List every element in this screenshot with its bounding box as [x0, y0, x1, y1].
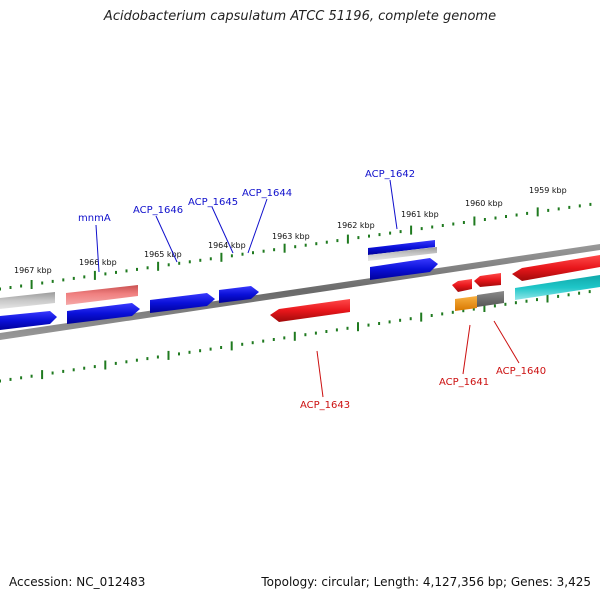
gene-label-acp-1645[interactable]: ACP_1645 — [188, 197, 238, 208]
gene-blue-arrow[interactable] — [67, 303, 140, 324]
genome-title: Acidobacterium capsulatum ATCC 51196, co… — [103, 9, 497, 24]
gene-orange[interactable] — [455, 296, 477, 311]
inner-ruler — [0, 290, 591, 383]
gene-red-arrow[interactable] — [512, 255, 600, 281]
ruler-label: 1967 kbp — [14, 266, 52, 275]
gene-label-acp-1643[interactable]: ACP_1643 — [300, 400, 350, 411]
ruler-label: 1959 kbp — [529, 186, 567, 195]
outer-ruler — [0, 202, 592, 291]
gene-label-acp-1644[interactable]: ACP_1644 — [242, 188, 292, 199]
reverse-genes — [270, 255, 600, 322]
ruler-label: 1962 kbp — [337, 221, 375, 230]
gene-red-arrow[interactable] — [270, 299, 350, 322]
ruler-labels: 1967 kbp 1966 kbp 1965 kbp 1964 kbp 1963… — [14, 186, 567, 275]
gene-blue-pair-top[interactable] — [368, 240, 435, 255]
gene-labels: mnmA ACP_1646 ACP_1645 ACP_1644 ACP_1642… — [78, 169, 546, 411]
gene-dark-gray[interactable] — [477, 291, 504, 307]
genome-backbone — [0, 244, 600, 340]
ruler-label: 1960 kbp — [465, 199, 503, 208]
genome-summary-text: Topology: circular; Length: 4,127,356 bp… — [261, 575, 591, 589]
gene-blue-arrow[interactable] — [0, 311, 57, 330]
gene-red-arrow[interactable] — [474, 273, 501, 287]
gene-blue-arrow[interactable] — [370, 258, 438, 280]
forward-genes — [0, 240, 438, 330]
gene-blue-arrow[interactable] — [150, 293, 215, 313]
ruler-label: 1966 kbp — [79, 258, 117, 267]
gene-light-red[interactable] — [66, 285, 138, 305]
callout-lines — [95, 179, 520, 398]
gene-label-acp-1640[interactable]: ACP_1640 — [496, 366, 546, 377]
gene-label-acp-1642[interactable]: ACP_1642 — [365, 169, 415, 180]
gene-label-mnma[interactable]: mnmA — [78, 213, 111, 224]
gene-label-acp-1641[interactable]: ACP_1641 — [439, 377, 489, 388]
ruler-label: 1961 kbp — [401, 210, 439, 219]
ruler-label: 1964 kbp — [208, 241, 246, 250]
gene-red-arrow[interactable] — [452, 279, 472, 292]
gene-blue-arrow[interactable] — [219, 286, 259, 303]
accession-text: Accession: NC_012483 — [9, 575, 146, 589]
gene-label-acp-1646[interactable]: ACP_1646 — [133, 205, 183, 216]
ruler-label: 1963 kbp — [272, 232, 310, 241]
ruler-label: 1965 kbp — [144, 250, 182, 259]
gene-cyan[interactable] — [515, 275, 600, 300]
gene-gray[interactable] — [0, 292, 55, 309]
gene-gray-pair[interactable] — [368, 247, 437, 261]
